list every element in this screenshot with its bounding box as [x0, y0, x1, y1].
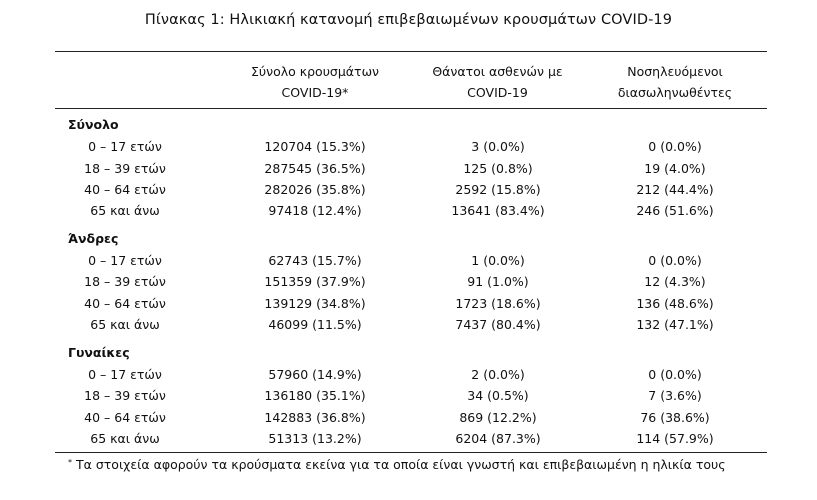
table-row: 65 και άνω 46099 (11.5%) 7437 (80.4%) 13…	[0, 314, 817, 336]
row-age-label: 0 – 17 ετών	[88, 367, 162, 382]
cell-deaths: 869 (12.2%)	[459, 410, 537, 425]
column-header-deaths-line2: COVID-19	[467, 85, 528, 100]
cell-cases: 51313 (13.2%)	[268, 431, 362, 446]
column-header-deaths-line1: Θάνατοι ασθενών με	[432, 64, 563, 79]
cell-intubated: 7 (3.6%)	[648, 388, 702, 403]
cell-intubated: 0 (0.0%)	[648, 253, 702, 268]
footnote-text: Τα στοιχεία αφορούν τα κρούσματα εκείνα …	[76, 457, 726, 472]
cell-intubated: 0 (0.0%)	[648, 139, 702, 154]
cell-cases: 287545 (36.5%)	[264, 161, 366, 176]
table-row: 40 – 64 ετών 282026 (35.8%) 2592 (15.8%)…	[0, 179, 817, 201]
row-age-label: 65 και άνω	[90, 203, 160, 218]
group-heading-total: Σύνολο	[68, 117, 119, 132]
column-header-cases: Σύνολο κρουσμάτων COVID-19*	[250, 61, 380, 103]
column-header-cases-line2: COVID-19*	[281, 85, 349, 100]
row-age-label: 65 και άνω	[90, 431, 160, 446]
table-row: 40 – 64 ετών 139129 (34.8%) 1723 (18.6%)…	[0, 293, 817, 315]
cell-intubated: 246 (51.6%)	[636, 203, 714, 218]
cell-intubated: 114 (57.9%)	[636, 431, 714, 446]
table-row: 18 – 39 ετών 136180 (35.1%) 34 (0.5%) 7 …	[0, 385, 817, 407]
cell-cases: 151359 (37.9%)	[264, 274, 366, 289]
cell-intubated: 132 (47.1%)	[636, 317, 714, 332]
table-bottom-rule	[55, 452, 767, 453]
row-age-label: 18 – 39 ετών	[84, 161, 166, 176]
footnote: * Τα στοιχεία αφορούν τα κρούσματα εκείνα…	[68, 455, 726, 475]
row-age-label: 65 και άνω	[90, 317, 160, 332]
cell-deaths: 34 (0.5%)	[467, 388, 529, 403]
cell-cases: 142883 (36.8%)	[264, 410, 366, 425]
row-age-label: 40 – 64 ετών	[84, 410, 166, 425]
table-row: 65 και άνω 51313 (13.2%) 6204 (87.3%) 11…	[0, 428, 817, 450]
table-title: Πίνακας 1: Ηλικιακή κατανομή επιβεβαιωμέ…	[144, 12, 673, 28]
cell-intubated: 19 (4.0%)	[644, 161, 706, 176]
table-row: 65 και άνω 97418 (12.4%) 13641 (83.4%) 2…	[0, 200, 817, 222]
cell-deaths: 2592 (15.8%)	[455, 182, 541, 197]
column-header-deaths: Θάνατοι ασθενών με COVID-19	[415, 61, 580, 103]
table-row: 18 – 39 ετών 287545 (36.5%) 125 (0.8%) 1…	[0, 158, 817, 180]
row-age-label: 0 – 17 ετών	[88, 139, 162, 154]
cell-deaths: 13641 (83.4%)	[451, 203, 545, 218]
cell-cases: 62743 (15.7%)	[268, 253, 362, 268]
group-heading-men: Άνδρες	[68, 231, 119, 246]
cell-cases: 120704 (15.3%)	[264, 139, 366, 154]
table-row: 0 – 17 ετών 120704 (15.3%) 3 (0.0%) 0 (0…	[0, 136, 817, 158]
table-row: 0 – 17 ετών 57960 (14.9%) 2 (0.0%) 0 (0.…	[0, 364, 817, 386]
cell-deaths: 2 (0.0%)	[471, 367, 525, 382]
row-age-label: 18 – 39 ετών	[84, 274, 166, 289]
group-heading-women: Γυναίκες	[68, 345, 130, 360]
table-row: 0 – 17 ετών 62743 (15.7%) 1 (0.0%) 0 (0.…	[0, 250, 817, 272]
cell-deaths: 1 (0.0%)	[471, 253, 525, 268]
column-header-intubated-line2: διασωληνωθέντες	[617, 85, 733, 100]
cell-deaths: 7437 (80.4%)	[455, 317, 541, 332]
cell-deaths: 6204 (87.3%)	[455, 431, 541, 446]
column-header-intubated-line1: Νοσηλευόμενοι	[627, 64, 723, 79]
cell-cases: 136180 (35.1%)	[264, 388, 366, 403]
row-age-label: 40 – 64 ετών	[84, 182, 166, 197]
cell-intubated: 0 (0.0%)	[648, 367, 702, 382]
row-age-label: 0 – 17 ετών	[88, 253, 162, 268]
cell-intubated: 76 (38.6%)	[640, 410, 710, 425]
cell-cases: 97418 (12.4%)	[268, 203, 362, 218]
cell-intubated: 212 (44.4%)	[636, 182, 714, 197]
cell-deaths: 125 (0.8%)	[463, 161, 533, 176]
cell-intubated: 136 (48.6%)	[636, 296, 714, 311]
table-header-rule	[55, 108, 767, 109]
table-top-rule	[55, 51, 767, 52]
table-row: 40 – 64 ετών 142883 (36.8%) 869 (12.2%) …	[0, 407, 817, 429]
column-header-intubated: Νοσηλευόμενοι διασωληνωθέντες	[600, 61, 750, 103]
cell-deaths: 3 (0.0%)	[471, 139, 525, 154]
cell-deaths: 91 (1.0%)	[467, 274, 529, 289]
cell-cases: 57960 (14.9%)	[268, 367, 362, 382]
table-row: 18 – 39 ετών 151359 (37.9%) 91 (1.0%) 12…	[0, 271, 817, 293]
cell-deaths: 1723 (18.6%)	[455, 296, 541, 311]
row-age-label: 18 – 39 ετών	[84, 388, 166, 403]
cell-intubated: 12 (4.3%)	[644, 274, 706, 289]
column-header-cases-line1: Σύνολο κρουσμάτων	[250, 64, 380, 79]
footnote-marker: *	[68, 458, 72, 467]
cell-cases: 139129 (34.8%)	[264, 296, 366, 311]
cell-cases: 282026 (35.8%)	[264, 182, 366, 197]
cell-cases: 46099 (11.5%)	[268, 317, 362, 332]
row-age-label: 40 – 64 ετών	[84, 296, 166, 311]
